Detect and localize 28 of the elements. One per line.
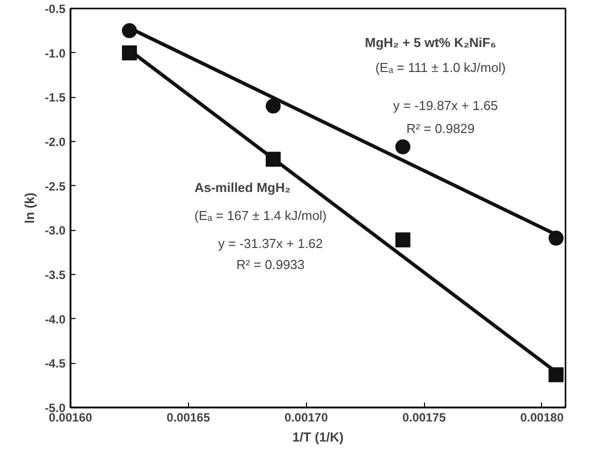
y-tick-label: -1.5 [44, 90, 66, 105]
point [548, 230, 564, 246]
x-tick-label: 0.00165 [166, 410, 210, 424]
y-tick-label: -2.0 [44, 135, 66, 149]
point [395, 232, 410, 248]
x-tick-label: 0.00175 [402, 410, 446, 424]
annotation: y = -19.87x + 1.65 [393, 98, 498, 113]
annotation: As-milled MgH₂ [194, 180, 291, 195]
y-axis-title: ln (k) [22, 192, 37, 224]
annotation: y = -31.37x + 1.62 [218, 236, 323, 251]
x-tick-label: 0.00160 [48, 410, 93, 424]
y-tick-label: -3.0 [44, 224, 66, 238]
annotation: R² = 0.9933 [236, 257, 305, 272]
y-tick-label: -4.5 [44, 356, 66, 371]
annotation: R² = 0.9829 [406, 121, 475, 136]
y-tick-label: -1.0 [44, 46, 66, 60]
y-tick-label: -0.5 [44, 2, 66, 16]
annotation: (Eₐ = 167 ± 1.4 kJ/mol) [194, 208, 327, 223]
y-tick-label: -4.0 [44, 312, 66, 326]
x-tick-label: 0.00170 [284, 410, 328, 424]
y-tick-label: -2.5 [44, 179, 66, 194]
x-tick-label: 0.00180 [520, 410, 564, 424]
annotation: MgH₂ + 5 wt% K₂NiF₆ [364, 35, 496, 50]
point [395, 139, 410, 154]
x-axis-title: 1/T (1/K) [292, 430, 344, 444]
point [266, 98, 281, 114]
y-tick-label: -3.5 [44, 268, 66, 282]
annotation: (Eₐ = 111 ± 1.0 kJ/mol) [375, 60, 506, 75]
